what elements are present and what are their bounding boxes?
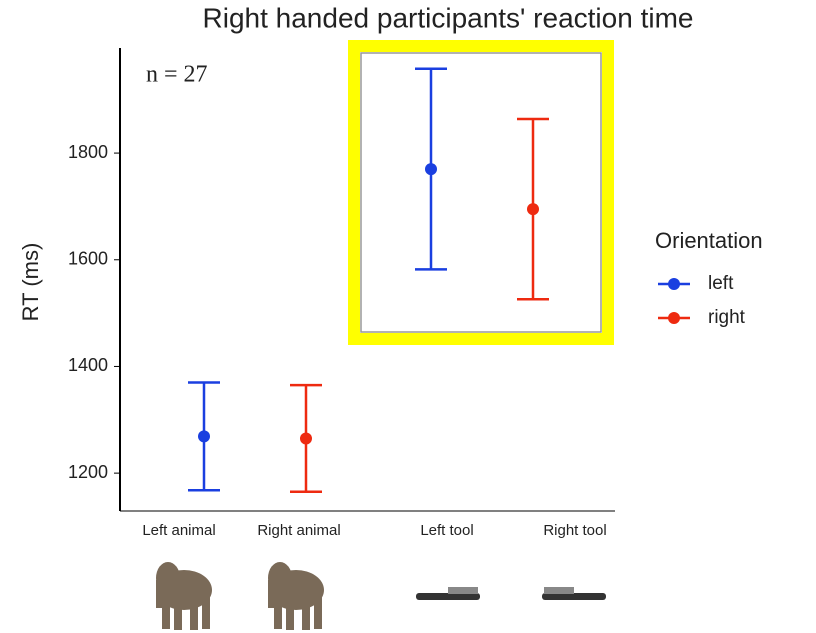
y-axis-label: RT (ms) [18, 243, 43, 322]
point [300, 432, 312, 444]
elephant-icon [156, 562, 212, 630]
legend-title: Orientation [655, 228, 763, 253]
x-tick-label: Left animal [142, 522, 215, 539]
comb-icon [416, 587, 480, 600]
legend-marker [668, 278, 680, 290]
annotation: n = 27 [146, 62, 208, 88]
point [198, 430, 210, 442]
legend-label: right [708, 307, 746, 328]
y-tick-label: 1800 [68, 142, 108, 162]
chart-title: Right handed participants' reaction time [203, 2, 694, 33]
elephant-icon [268, 562, 324, 630]
x-tick-label: Right tool [543, 522, 606, 539]
point [425, 163, 437, 175]
x-tick-label: Left tool [420, 522, 473, 539]
point [527, 203, 539, 215]
highlight-box [354, 46, 608, 339]
highlight-inner [361, 53, 601, 332]
legend-marker [668, 312, 680, 324]
comb-icon [542, 587, 606, 600]
chart: Right handed participants' reaction time… [0, 0, 816, 633]
y-tick-label: 1400 [68, 355, 108, 375]
x-tick-label: Right animal [257, 522, 340, 539]
y-tick-label: 1200 [68, 462, 108, 482]
y-tick-label: 1600 [68, 249, 108, 269]
legend-label: left [708, 273, 734, 294]
